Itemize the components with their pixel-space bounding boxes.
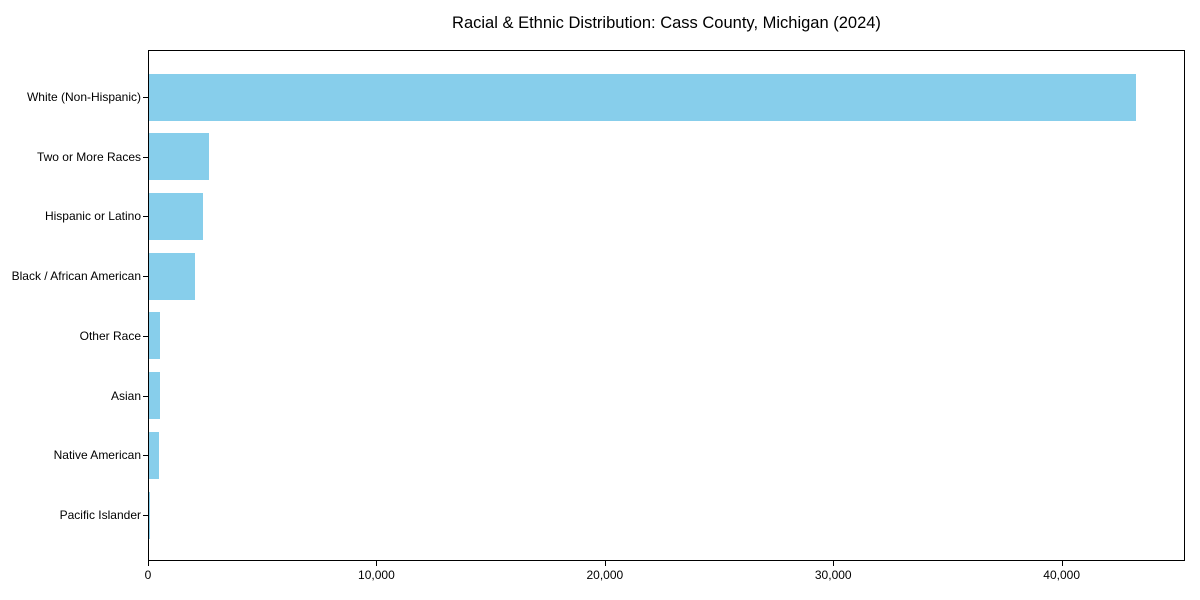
bar [149,252,195,300]
y-axis-label: Pacific Islander [59,508,141,522]
y-tick-mark [143,335,148,337]
x-tick-label: 30,000 [814,568,852,582]
chart-title: Racial & Ethnic Distribution: Cass Count… [452,14,881,32]
y-axis-label: Hispanic or Latino [44,209,141,224]
bar [149,133,209,181]
y-axis-label: Two or More Races [36,149,141,164]
bar [149,312,161,360]
x-tick-mark [833,561,835,566]
x-tick-mark [148,561,149,566]
y-tick-mark [143,455,148,457]
x-tick-label: 40,000 [1043,568,1081,582]
y-tick-mark [143,216,148,218]
x-tick-mark [1061,561,1063,566]
y-tick-mark [143,97,148,98]
x-tick-mark [604,561,606,566]
x-tick-label: 0 [144,568,152,582]
plot-area [148,50,1185,561]
x-tick-label: 10,000 [358,568,395,582]
y-axis-label: Native American [53,448,141,463]
y-axis-label: Other Race [79,328,141,343]
y-axis-label: Asian [110,388,141,403]
y-tick-mark [143,276,148,278]
bar [149,73,1136,121]
x-tick-label: 20,000 [586,568,624,582]
bar [149,372,160,420]
bar [149,192,203,240]
y-tick-mark [143,395,148,397]
bar [149,431,159,479]
y-tick-mark [143,156,148,158]
x-tick-mark [376,561,378,566]
y-axis-label: Black / African American [11,269,141,284]
y-tick-mark [143,515,148,516]
y-axis-label: White (Non-Hispanic) [26,90,141,104]
